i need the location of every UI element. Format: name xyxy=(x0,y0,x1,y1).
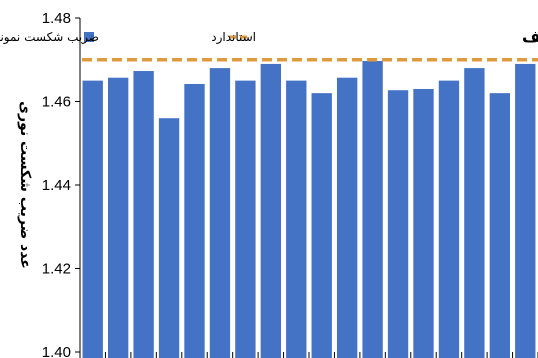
y-axis-title: عدد ضریب شکست نوری xyxy=(17,101,33,269)
bar xyxy=(413,88,434,358)
y-tick-label: 1.42 xyxy=(42,261,71,278)
bar xyxy=(107,77,129,358)
bar xyxy=(209,68,231,358)
y-tick-label: 1.40 xyxy=(42,344,71,358)
bar xyxy=(286,80,307,358)
bar xyxy=(158,118,180,358)
panel-label: الف xyxy=(522,27,538,46)
y-tick-label: 1.44 xyxy=(42,177,71,194)
bar xyxy=(336,77,358,358)
legend: ضریب شکست نمونه استاندارد xyxy=(0,30,256,45)
legend-swatch-sample xyxy=(84,32,94,42)
y-tick-label: 1.48 xyxy=(42,10,71,27)
bar xyxy=(515,63,536,358)
bar xyxy=(489,93,511,358)
y-tick-label: 1.46 xyxy=(42,94,71,111)
y-axis-ticks: 1.40 1.42 1.44 1.46 1.48 xyxy=(42,10,80,358)
bar xyxy=(464,68,485,358)
x-axis-ticks xyxy=(104,352,538,358)
legend-label-sample: ضریب شکست نمونه xyxy=(0,30,99,45)
bar xyxy=(235,80,256,358)
bar xyxy=(82,80,103,358)
bar xyxy=(133,71,154,358)
bar xyxy=(260,63,282,358)
legend-label-standard: استاندارد xyxy=(211,30,256,45)
bar xyxy=(184,83,205,358)
bar xyxy=(387,90,409,358)
bar xyxy=(311,93,332,358)
bar xyxy=(438,80,460,358)
bar xyxy=(362,61,383,358)
bar-series xyxy=(82,61,536,358)
